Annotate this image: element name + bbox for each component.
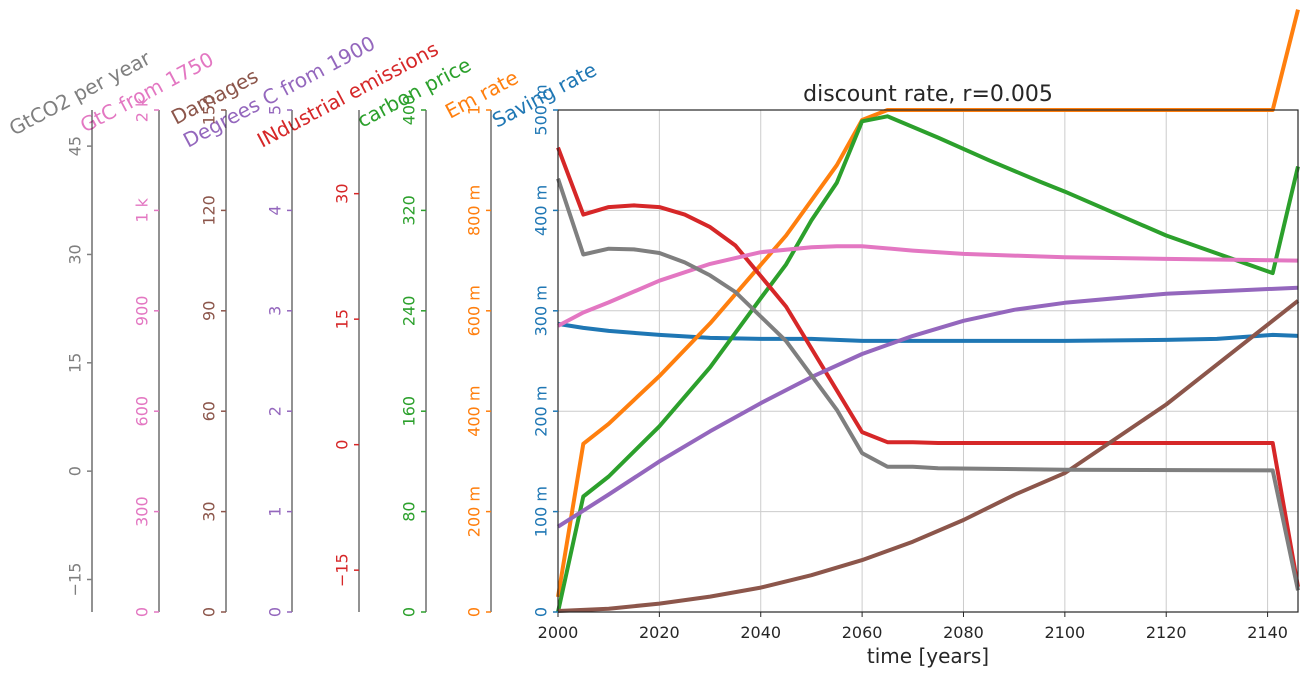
- y-tick-label: 0: [400, 607, 419, 617]
- y-tick-label: 30: [333, 183, 352, 203]
- y-tick-label: 800 m: [465, 185, 484, 236]
- series-line-gtco2: [556, 177, 1300, 591]
- y-tick-label: 1: [465, 105, 484, 115]
- y-tick-label: 400: [400, 95, 419, 126]
- y-tick-label: 4: [266, 205, 285, 215]
- y-tick-label: 400 m: [532, 185, 551, 236]
- y-tick-label: 160: [400, 396, 419, 427]
- y-tick-label: 0: [266, 607, 285, 617]
- y-tick-label: 200 m: [465, 486, 484, 537]
- y-tick-label: 200 m: [532, 386, 551, 437]
- y-tick-label: 150: [200, 95, 219, 126]
- y-tick-label: 60: [200, 401, 219, 421]
- x-axis: 2000 2020 2040 2060 2080 2100 2120 2140: [538, 612, 1288, 642]
- x-tick-label: 2080: [943, 623, 984, 642]
- chart-title: discount rate, r=0.005: [803, 82, 1053, 107]
- y-tick-label: 100 m: [532, 486, 551, 537]
- y-tick-label: 240: [400, 296, 419, 327]
- y-tick-label: 30: [200, 501, 219, 521]
- y-tick-label: 2 k: [133, 97, 152, 122]
- y-tick-label: 3: [266, 306, 285, 316]
- x-tick-label: 2060: [842, 623, 883, 642]
- y-tick-label: 1: [266, 507, 285, 517]
- y-tick-label: 600 m: [465, 285, 484, 336]
- series-line-saving: [557, 321, 1299, 343]
- series-line-damages: [557, 299, 1300, 613]
- y-tick-label: 400 m: [465, 386, 484, 437]
- y-tick-label: 500 m: [532, 84, 551, 135]
- y-tick-label: 300 m: [532, 285, 551, 336]
- y-tick-label: 0: [200, 607, 219, 617]
- y-tick-label: 2: [266, 406, 285, 416]
- series-line-industrial: [556, 146, 1300, 588]
- y-tick-label: 80: [400, 501, 419, 521]
- plot-frame: [557, 109, 1299, 613]
- x-tick-label: 2020: [639, 623, 680, 642]
- y-tick-label: 90: [200, 301, 219, 321]
- y-tick-label: 15: [66, 353, 85, 373]
- y-tick-label: 0: [133, 607, 152, 617]
- y-tick-label: 0: [333, 440, 352, 450]
- y-tick-label: 5: [266, 105, 285, 115]
- series-line-carbon: [556, 114, 1300, 613]
- x-tick-label: 2120: [1146, 623, 1187, 642]
- x-tick-label: 2100: [1044, 623, 1085, 642]
- y-tick-label: −15: [66, 563, 85, 597]
- y-tick-label: 120: [200, 195, 219, 226]
- x-axis-label: time [years]: [867, 644, 989, 668]
- series-line-degrees: [556, 285, 1299, 529]
- y-tick-label: 45: [66, 136, 85, 156]
- y-tick-label: 600: [133, 396, 152, 427]
- x-tick-label: 2040: [740, 623, 781, 642]
- y-tick-label: 1 k: [133, 197, 152, 222]
- x-tick-label: 2140: [1247, 623, 1288, 642]
- y-tick-label: 300: [133, 496, 152, 527]
- y-tick-label: −15: [333, 553, 352, 587]
- y-tick-label: 0: [465, 607, 484, 617]
- y-tick-label: 30: [66, 244, 85, 264]
- series-line-gtc: [557, 244, 1299, 328]
- y-tick-label: 0: [66, 466, 85, 476]
- y-tick-label: 900: [133, 296, 152, 327]
- series-lines: [556, 9, 1300, 613]
- y-tick-label: 320: [400, 195, 419, 226]
- x-tick-label: 2000: [538, 623, 579, 642]
- y-tick-label: 0: [532, 607, 551, 617]
- y-tick-label: 15: [333, 309, 352, 329]
